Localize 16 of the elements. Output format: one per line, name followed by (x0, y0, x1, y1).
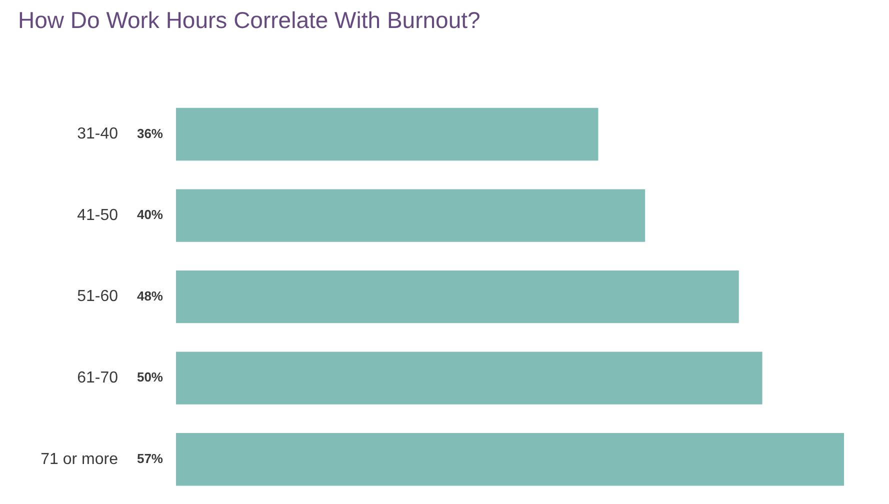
y-tick-label: 31-40 (77, 126, 118, 143)
data-label: 48% (136, 288, 164, 304)
y-tick-label: 41-50 (77, 206, 118, 224)
data-label: 57% (136, 450, 164, 466)
y-tick-label: 61-70 (77, 369, 118, 386)
data-label: 40% (136, 207, 164, 222)
data-label: 50% (136, 370, 164, 385)
bar (176, 433, 844, 486)
chart-title: How Do Work Hours Correlate With Burnout? (18, 7, 480, 34)
bar (176, 189, 646, 242)
bar (176, 352, 762, 404)
y-tick-label: 71 or more (40, 450, 118, 468)
bar (176, 270, 739, 324)
y-tick-label: 51-60 (77, 288, 118, 306)
data-label: 36% (136, 126, 164, 141)
bar (176, 108, 598, 161)
